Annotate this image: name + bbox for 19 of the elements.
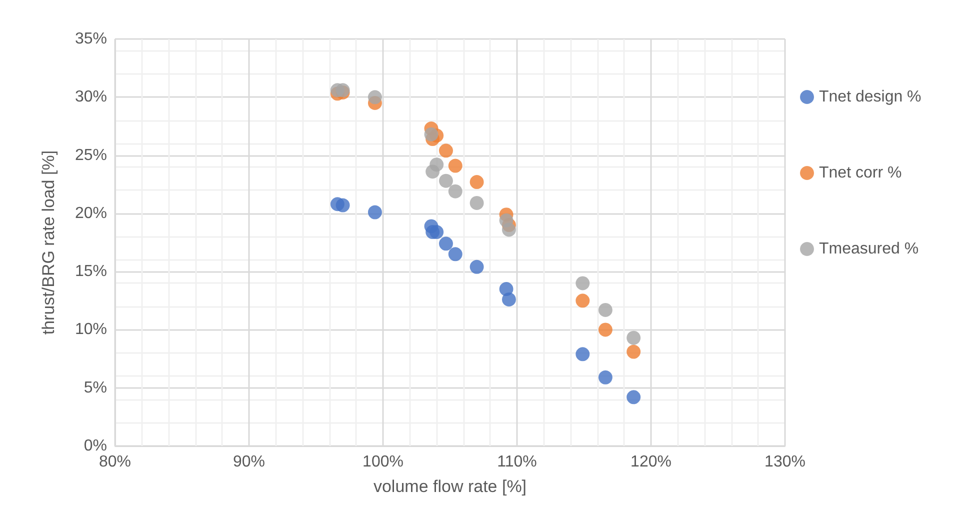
y-axis-title: thrust/BRG rate load [%] [39, 150, 58, 335]
x-tick-label: 120% [630, 454, 672, 470]
x-tick-label: 130% [764, 454, 806, 470]
x-tick-label: 80% [98, 454, 132, 470]
y-tick-label: 20% [74, 204, 107, 222]
y-tick-label: 15% [74, 263, 107, 280]
y-tick-label: 25% [74, 146, 107, 164]
x-tick-label: 100% [362, 454, 404, 470]
y-tick-label: 35% [74, 30, 107, 48]
legend-label: Tnet design % [819, 88, 922, 106]
legend-label: Tmeasured % [819, 240, 919, 258]
y-tick-label: 5% [84, 379, 107, 396]
x-tick-label: 110% [497, 454, 537, 470]
y-tick-label: 30% [74, 88, 107, 106]
y-tick-label: 0% [84, 438, 107, 454]
x-tick-label: 90% [232, 454, 266, 470]
y-tick-label: 10% [74, 321, 107, 338]
x-axis-title: volume flow rate [%] [373, 477, 527, 496]
legend-label: Tnet corr % [819, 164, 902, 182]
